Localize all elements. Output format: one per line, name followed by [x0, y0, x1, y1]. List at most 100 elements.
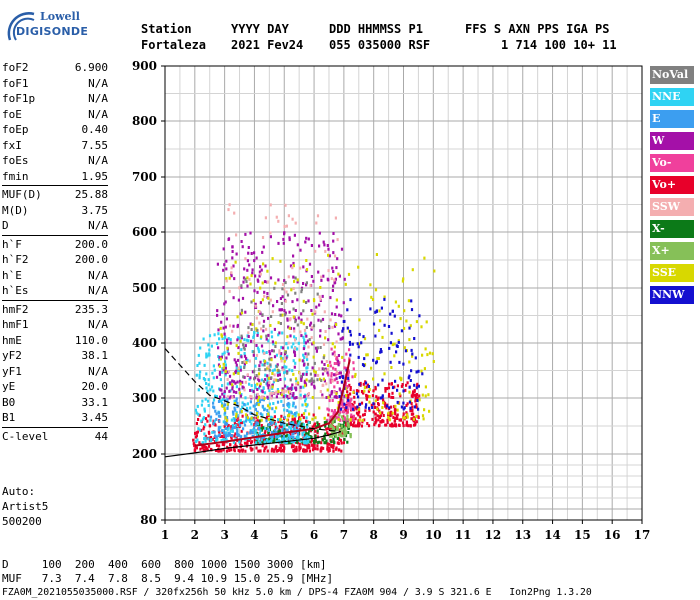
echo-point-vo- [404, 388, 407, 392]
echo-point-nnw [390, 331, 393, 335]
echo-point-noval [308, 338, 311, 342]
echo-point-vo- [400, 418, 403, 422]
echo-point-vo- [306, 444, 309, 448]
echo-point-e [219, 414, 222, 418]
echo-point-ssw [322, 383, 325, 387]
echo-point-w [254, 376, 257, 380]
echo-point-e [296, 424, 299, 428]
echo-point-vo- [257, 419, 260, 423]
param-name: h`Es [2, 284, 29, 297]
echo-point-vo- [374, 387, 377, 391]
echo-point-e [290, 435, 293, 439]
echo-point-nne [305, 434, 308, 438]
echo-point-vo- [343, 366, 346, 370]
echo-point-nne [237, 370, 240, 373]
echo-point-w [310, 275, 313, 278]
echo-point-w [258, 364, 261, 368]
param-separator [2, 234, 108, 236]
echo-point-ssw [335, 371, 339, 374]
echo-point-e [275, 435, 278, 439]
echo-point-e [213, 430, 216, 434]
echo-point-vo- [338, 411, 341, 414]
param-value: N/A [88, 318, 108, 331]
echo-point-w [321, 294, 324, 298]
echo-point-w [215, 375, 219, 379]
echo-point-noval [242, 375, 245, 379]
echo-point-nne [242, 420, 246, 424]
echo-point-vo- [244, 449, 247, 453]
echo-point-nne [252, 428, 255, 432]
echo-point-e [292, 427, 295, 431]
echo-point-vo- [214, 449, 218, 452]
echo-point-nne [236, 427, 239, 431]
echo-point-vo- [293, 419, 296, 422]
echo-point-vo- [310, 443, 313, 447]
echo-point-vo- [250, 440, 254, 444]
echo-point-vo- [412, 390, 415, 394]
echo-point-nnw [367, 385, 370, 388]
echo-point-noval [247, 326, 250, 330]
echo-point-nne [275, 353, 278, 357]
echo-point-nnw [413, 383, 416, 387]
echo-point-w [230, 274, 233, 278]
echo-point-vo- [294, 421, 297, 424]
echo-point-w [300, 318, 303, 322]
echo-point-e [249, 411, 252, 415]
echo-point-x- [321, 438, 325, 442]
echo-point-e [226, 422, 229, 426]
echo-point-nne [261, 363, 264, 367]
echo-point-nne [239, 419, 242, 422]
echo-point-vo- [349, 399, 352, 403]
echo-point-ssw [258, 321, 261, 325]
echo-point-e [243, 423, 247, 427]
echo-point-w [260, 268, 263, 272]
echo-point-w [333, 373, 336, 377]
echo-point-sse [297, 413, 300, 417]
echo-point-sse [235, 415, 238, 419]
echo-point-sse [423, 408, 426, 412]
echo-point-nne [203, 409, 206, 413]
echo-point-w [281, 387, 284, 391]
echo-point-sse [420, 325, 423, 329]
echo-point-nnw [389, 360, 392, 364]
echo-point-w [222, 247, 225, 251]
echo-point-nnw [410, 299, 413, 303]
echo-point-vo- [197, 418, 200, 421]
echo-point-nne [254, 430, 257, 434]
echo-point-w [229, 395, 232, 399]
echo-point-vo- [327, 373, 330, 377]
echo-point-w [256, 290, 259, 294]
echo-point-sse [302, 299, 305, 303]
echo-point-w [277, 241, 280, 245]
echo-point-vo- [414, 396, 417, 400]
echo-point-x- [341, 417, 344, 421]
echo-point-sse [424, 394, 427, 398]
echo-point-nne [223, 336, 227, 340]
echo-point-noval [294, 320, 297, 324]
echo-point-e [286, 403, 289, 407]
echo-point-nne [207, 343, 210, 347]
echo-point-e [249, 429, 252, 433]
echo-point-w [251, 268, 254, 272]
echo-point-ssw [261, 395, 264, 399]
echo-point-nne [246, 358, 249, 362]
auto-line: Auto: [2, 485, 36, 498]
echo-point-vo- [342, 410, 345, 414]
echo-point-ssw [314, 310, 317, 314]
echo-point-w [336, 257, 339, 261]
echo-point-e [236, 414, 239, 418]
echo-point-e [246, 432, 249, 436]
echo-point-x- [262, 426, 265, 430]
echo-point-vo- [412, 412, 415, 416]
echo-point-ssw [270, 396, 273, 400]
echo-point-noval [300, 287, 303, 291]
echo-point-vo- [352, 367, 355, 371]
echo-point-sse [319, 286, 322, 289]
echo-point-w [263, 280, 267, 284]
echo-point-nnw [349, 342, 352, 346]
echo-point-e [280, 422, 283, 426]
echo-point-x- [273, 438, 276, 441]
echo-point-vo- [333, 378, 336, 382]
echo-point-vo- [262, 437, 265, 441]
echo-point-nne [259, 429, 262, 433]
